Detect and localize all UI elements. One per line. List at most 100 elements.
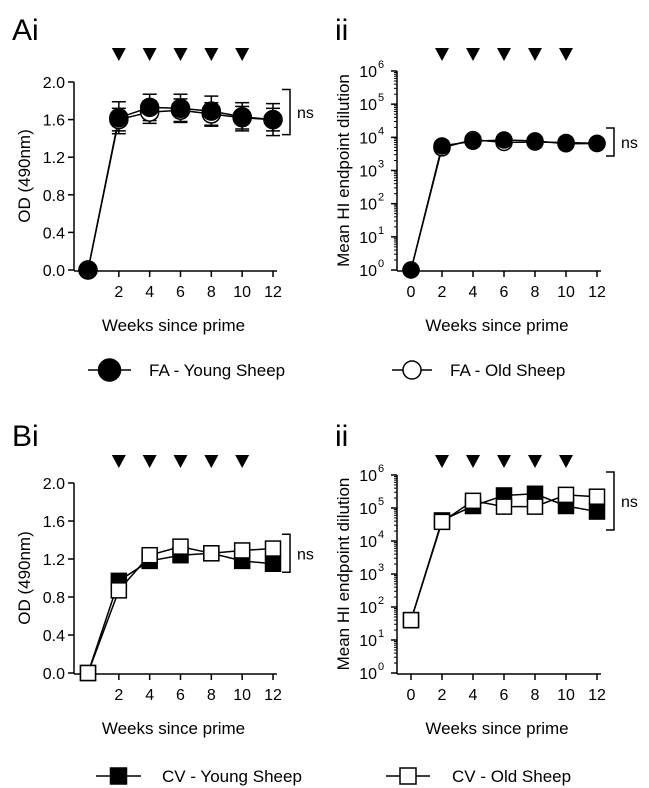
x-tick-label: 2 [438, 687, 447, 704]
data-point-2 [433, 513, 451, 531]
y-tick-label: 1.2 [43, 150, 65, 167]
boost-marker-icon [235, 48, 250, 61]
legend-label: FA - Young Sheep [149, 361, 285, 380]
data-point-2 [264, 540, 282, 557]
x-tick-label: 6 [176, 687, 185, 704]
y-tick-label: 0.4 [43, 225, 65, 242]
boost-marker-icon [435, 48, 449, 61]
legend-2: CV - Young Sheep CV - Old Sheep [96, 767, 571, 786]
data-point-2 [233, 542, 251, 559]
y-tick-exponent: 1 [378, 628, 384, 640]
legend-marker-icon [399, 767, 417, 785]
x-tick-label: 10 [557, 687, 575, 704]
data-point-2 [557, 486, 575, 504]
y-tick-label: 0.8 [43, 188, 65, 205]
y-tick-label: 10 [359, 600, 377, 617]
significance-label: ns [621, 494, 638, 511]
data-point-1 [170, 98, 191, 119]
y-tick-label: 1.6 [43, 113, 65, 130]
x-axis-title: Weeks since prime [102, 719, 245, 738]
boost-marker-icon [235, 455, 250, 468]
data-point-2 [526, 498, 544, 515]
significance-label: ns [621, 135, 638, 152]
data-point-1 [264, 555, 282, 572]
x-tick-label: 8 [531, 687, 540, 704]
boost-marker-icon [142, 455, 157, 468]
y-tick-label: 1.2 [43, 552, 65, 569]
boost-marker-icon [435, 455, 449, 468]
boost-marker-icon [528, 455, 542, 468]
x-tick-label: 0 [407, 687, 416, 704]
y-tick-label: 1.6 [43, 514, 65, 531]
y-tick-exponent: 6 [378, 59, 384, 71]
boost-marker-icon [528, 48, 542, 61]
chart-3: 0.0 0.4 0.8 1.2 1.6 2.0 2 4 6 8 10 12 Weeks since pr… [15, 455, 314, 738]
boost-marker-icon [559, 455, 573, 468]
y-tick-label: 10 [359, 64, 377, 81]
x-tick-label: 12 [588, 687, 606, 704]
data-point-2 [203, 545, 220, 562]
x-tick-label: 10 [233, 284, 251, 301]
y-tick-exponent: 0 [378, 661, 384, 673]
x-tick-label: 10 [233, 687, 251, 704]
y-tick-label: 10 [359, 230, 377, 247]
legend-marker-icon [402, 360, 422, 380]
x-tick-label: 2 [438, 284, 447, 301]
data-point-1 [464, 132, 482, 151]
y-axis-title: OD (490nm) [15, 129, 34, 223]
x-tick-label: 12 [588, 284, 606, 301]
x-tick-label: 2 [114, 687, 123, 704]
y-tick-label: 0.8 [43, 590, 65, 607]
y-tick-exponent: 2 [378, 595, 384, 607]
boost-marker-icon [173, 455, 188, 468]
data-point-1 [495, 131, 513, 149]
legend-area: FA - Young Sheep FA - Old Sheep CV - Young… [88, 358, 571, 786]
y-axis-title: OD (490nm) [15, 531, 34, 625]
data-point-2 [141, 546, 158, 564]
y-tick-label: 10 [359, 97, 377, 114]
data-point-1 [402, 261, 420, 279]
data-point-1 [109, 107, 129, 128]
y-tick-exponent: 5 [378, 92, 384, 104]
x-tick-label: 4 [145, 284, 154, 301]
legend-label: CV - Young Sheep [162, 767, 302, 786]
y-tick-exponent: 6 [378, 463, 384, 475]
chart-1: 0.0 0.4 0.8 1.2 1.6 2.0 2 4 6 8 10 12 Weeks since pr… [15, 48, 314, 335]
legend-label: FA - Old Sheep [450, 361, 565, 380]
y-tick-exponent: 3 [378, 159, 384, 171]
panel-label-Aii: ii [335, 14, 348, 47]
boost-marker-icon [111, 455, 126, 468]
x-tick-label: 8 [207, 687, 216, 704]
x-axis-title: Weeks since prime [425, 719, 568, 738]
x-axis-title: Weeks since prime [425, 316, 568, 335]
x-tick-label: 6 [176, 284, 185, 301]
y-tick-label: 2.0 [43, 476, 65, 493]
significance-bracket [606, 127, 615, 157]
boost-marker-icon [466, 455, 480, 468]
legend-marker-icon [109, 767, 128, 785]
data-point-2 [495, 498, 513, 515]
panel-label-Ai: Ai [12, 14, 39, 47]
panel-label-Bii: ii [335, 420, 348, 453]
y-tick-exponent: 3 [378, 562, 384, 574]
data-point-1 [201, 101, 222, 121]
data-point-2 [79, 664, 97, 682]
x-tick-label: 0 [407, 284, 416, 301]
boost-marker-icon [111, 48, 126, 61]
boost-marker-icon [173, 48, 188, 61]
y-axis-title: Mean HI endpoint dilution [334, 478, 353, 671]
y-tick-label: 10 [359, 534, 377, 551]
y-tick-exponent: 2 [378, 192, 384, 204]
boost-marker-icon [559, 48, 573, 61]
series-line-1 [87, 552, 274, 674]
y-tick-label: 10 [359, 263, 377, 280]
y-tick-label: 10 [359, 633, 377, 650]
y-tick-label: 10 [359, 501, 377, 518]
legend-1: FA - Young Sheep FA - Old Sheep [88, 358, 565, 382]
y-tick-label: 2.0 [43, 75, 65, 92]
y-tick-label: 0.0 [43, 666, 65, 683]
data-point-1 [588, 503, 606, 520]
y-tick-exponent: 5 [378, 496, 384, 508]
